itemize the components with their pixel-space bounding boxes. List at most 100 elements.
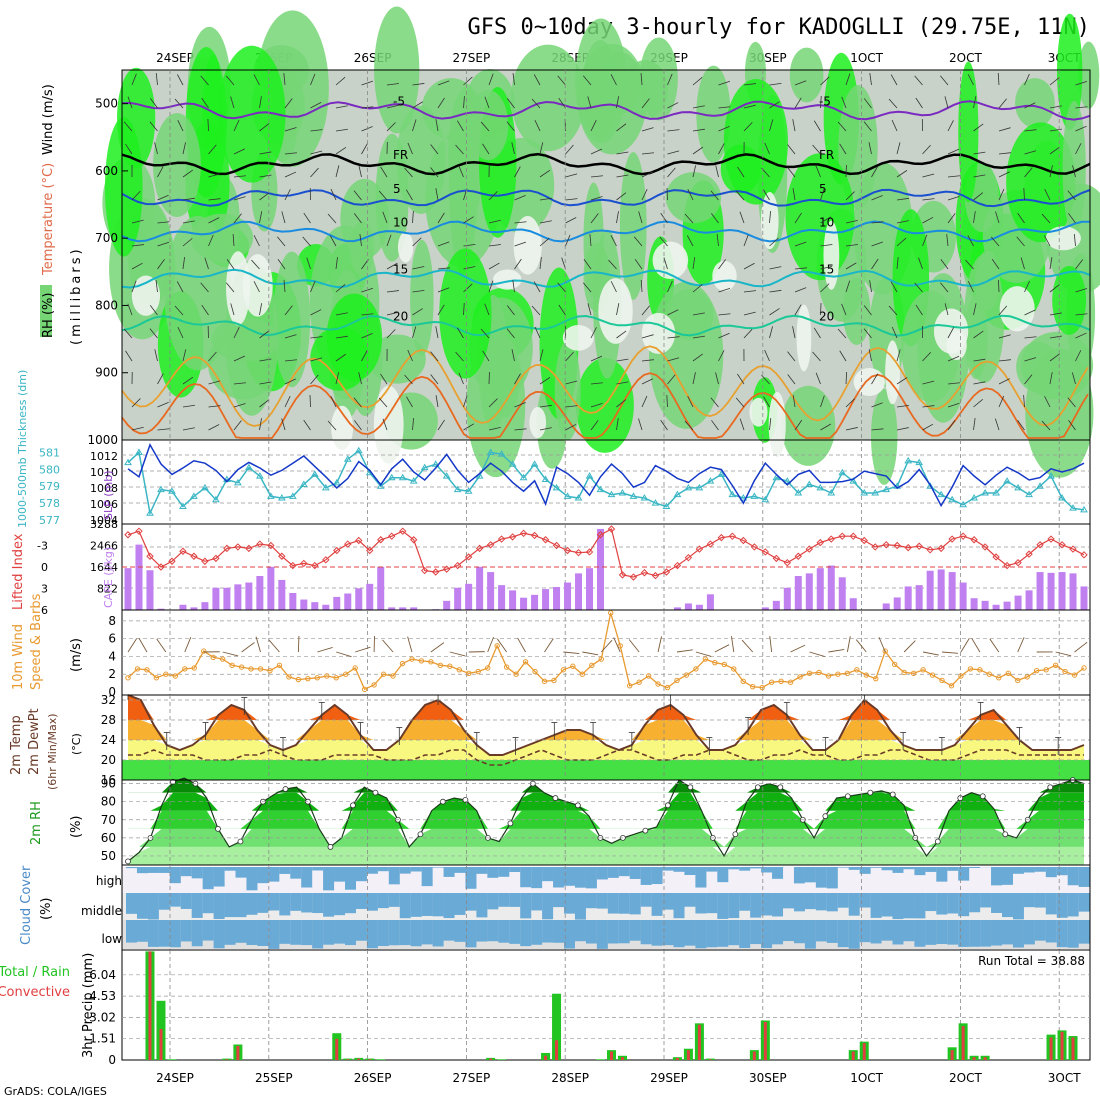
wind-barb <box>792 188 796 201</box>
rh-blob <box>619 152 647 300</box>
rh2m-point <box>979 793 986 800</box>
wind-barb <box>845 244 858 247</box>
cape-bar <box>267 566 275 610</box>
cloud-bar <box>574 867 586 888</box>
wind-barb <box>310 167 319 178</box>
wind-barb <box>973 151 986 155</box>
cloud-bar <box>651 920 663 946</box>
wind10-point <box>920 667 926 673</box>
wind-barb <box>463 76 473 86</box>
cloud-bar <box>903 867 915 870</box>
thickness-point <box>629 492 638 499</box>
rh-blob <box>665 172 722 224</box>
cloud-bar <box>136 920 148 942</box>
wind10-point <box>494 643 500 649</box>
wind10-point <box>134 666 141 672</box>
wind10-point <box>475 668 481 675</box>
wind-barb <box>157 166 164 178</box>
wind10-barb <box>657 636 662 653</box>
precip-conv-label: Convective <box>0 985 70 1000</box>
cloud-bar <box>662 867 674 871</box>
cloud-bar <box>1023 867 1035 873</box>
wind10-barb <box>336 651 352 658</box>
cape-bar <box>816 568 824 610</box>
wind-barb <box>947 196 960 201</box>
cloud-bar <box>180 867 192 877</box>
wind-barb <box>743 104 756 109</box>
wind-barb <box>743 83 756 86</box>
wind-barb <box>201 304 209 316</box>
thickness-tick-label: 577 <box>39 514 60 527</box>
rh-blob <box>421 78 481 140</box>
wind-barb <box>1075 288 1088 293</box>
wind-barb <box>590 420 599 431</box>
wind-barb <box>283 280 286 293</box>
wind10-barb <box>487 636 494 653</box>
li-point <box>794 552 803 560</box>
wind-barb <box>743 290 756 293</box>
wind10-point <box>645 673 652 679</box>
wind-barb <box>354 420 362 431</box>
wind-barb <box>871 195 883 201</box>
wind-barb <box>794 97 802 109</box>
wind-barb <box>506 328 515 339</box>
li-point <box>168 557 176 565</box>
wind-barb <box>233 196 246 201</box>
li-point <box>893 541 901 550</box>
date-label-top: 2OCT <box>949 51 982 65</box>
wind-barb <box>1073 234 1076 247</box>
cape-bar <box>981 600 989 610</box>
cloud-bar <box>476 867 488 874</box>
thickness-point <box>234 478 242 486</box>
cloud-bar <box>158 867 170 873</box>
li-point <box>1080 551 1088 559</box>
wind-barb <box>514 258 522 270</box>
cloud-bar <box>925 920 937 945</box>
cloud-bar <box>169 920 181 948</box>
wind10-barb <box>497 638 507 653</box>
wind10-barb <box>731 636 735 653</box>
wind10-point <box>399 660 406 667</box>
wind-barb <box>891 119 898 132</box>
cloud-unit: (%) <box>39 898 54 921</box>
cape-bar <box>223 587 231 610</box>
wind-barb <box>1049 335 1062 339</box>
wind-barb <box>711 420 719 431</box>
wind-barb <box>437 267 450 270</box>
wind-barb <box>868 349 872 362</box>
wind-barb <box>208 380 221 385</box>
wind-barb <box>281 418 286 431</box>
cloud-bar <box>892 920 904 945</box>
wind-barb <box>539 349 544 362</box>
wind-barb <box>967 74 974 86</box>
thickness-point <box>970 494 978 501</box>
wind-barb <box>430 167 439 178</box>
wind-barb <box>182 197 195 201</box>
wind-barb <box>1024 309 1036 316</box>
cloud-bar <box>136 867 148 874</box>
wind-barb <box>769 289 782 293</box>
li-point <box>1047 535 1055 543</box>
wind-barb <box>437 80 450 86</box>
wind-barb <box>718 259 726 270</box>
contour-label: 5 <box>819 182 827 196</box>
cloud-bar <box>574 920 586 942</box>
wind10-point <box>390 673 396 679</box>
li-point <box>344 540 352 548</box>
thickness-point <box>915 458 924 466</box>
wind10-point <box>1015 677 1021 684</box>
contour-label: 15 <box>819 263 834 277</box>
cloud-bar <box>1023 920 1035 945</box>
wind-barb <box>973 418 976 431</box>
wind-barb <box>533 74 541 86</box>
wind-barb <box>182 376 194 385</box>
wind-barb <box>565 198 578 201</box>
rh-blob <box>789 47 824 103</box>
wind-barb <box>922 198 935 201</box>
wind-barb <box>412 308 423 316</box>
rh-blob <box>622 60 669 119</box>
wind-barb <box>820 216 831 224</box>
wind-barb <box>131 262 143 270</box>
precip-conv-bar <box>697 1024 701 1060</box>
cloud-bar <box>772 920 784 945</box>
